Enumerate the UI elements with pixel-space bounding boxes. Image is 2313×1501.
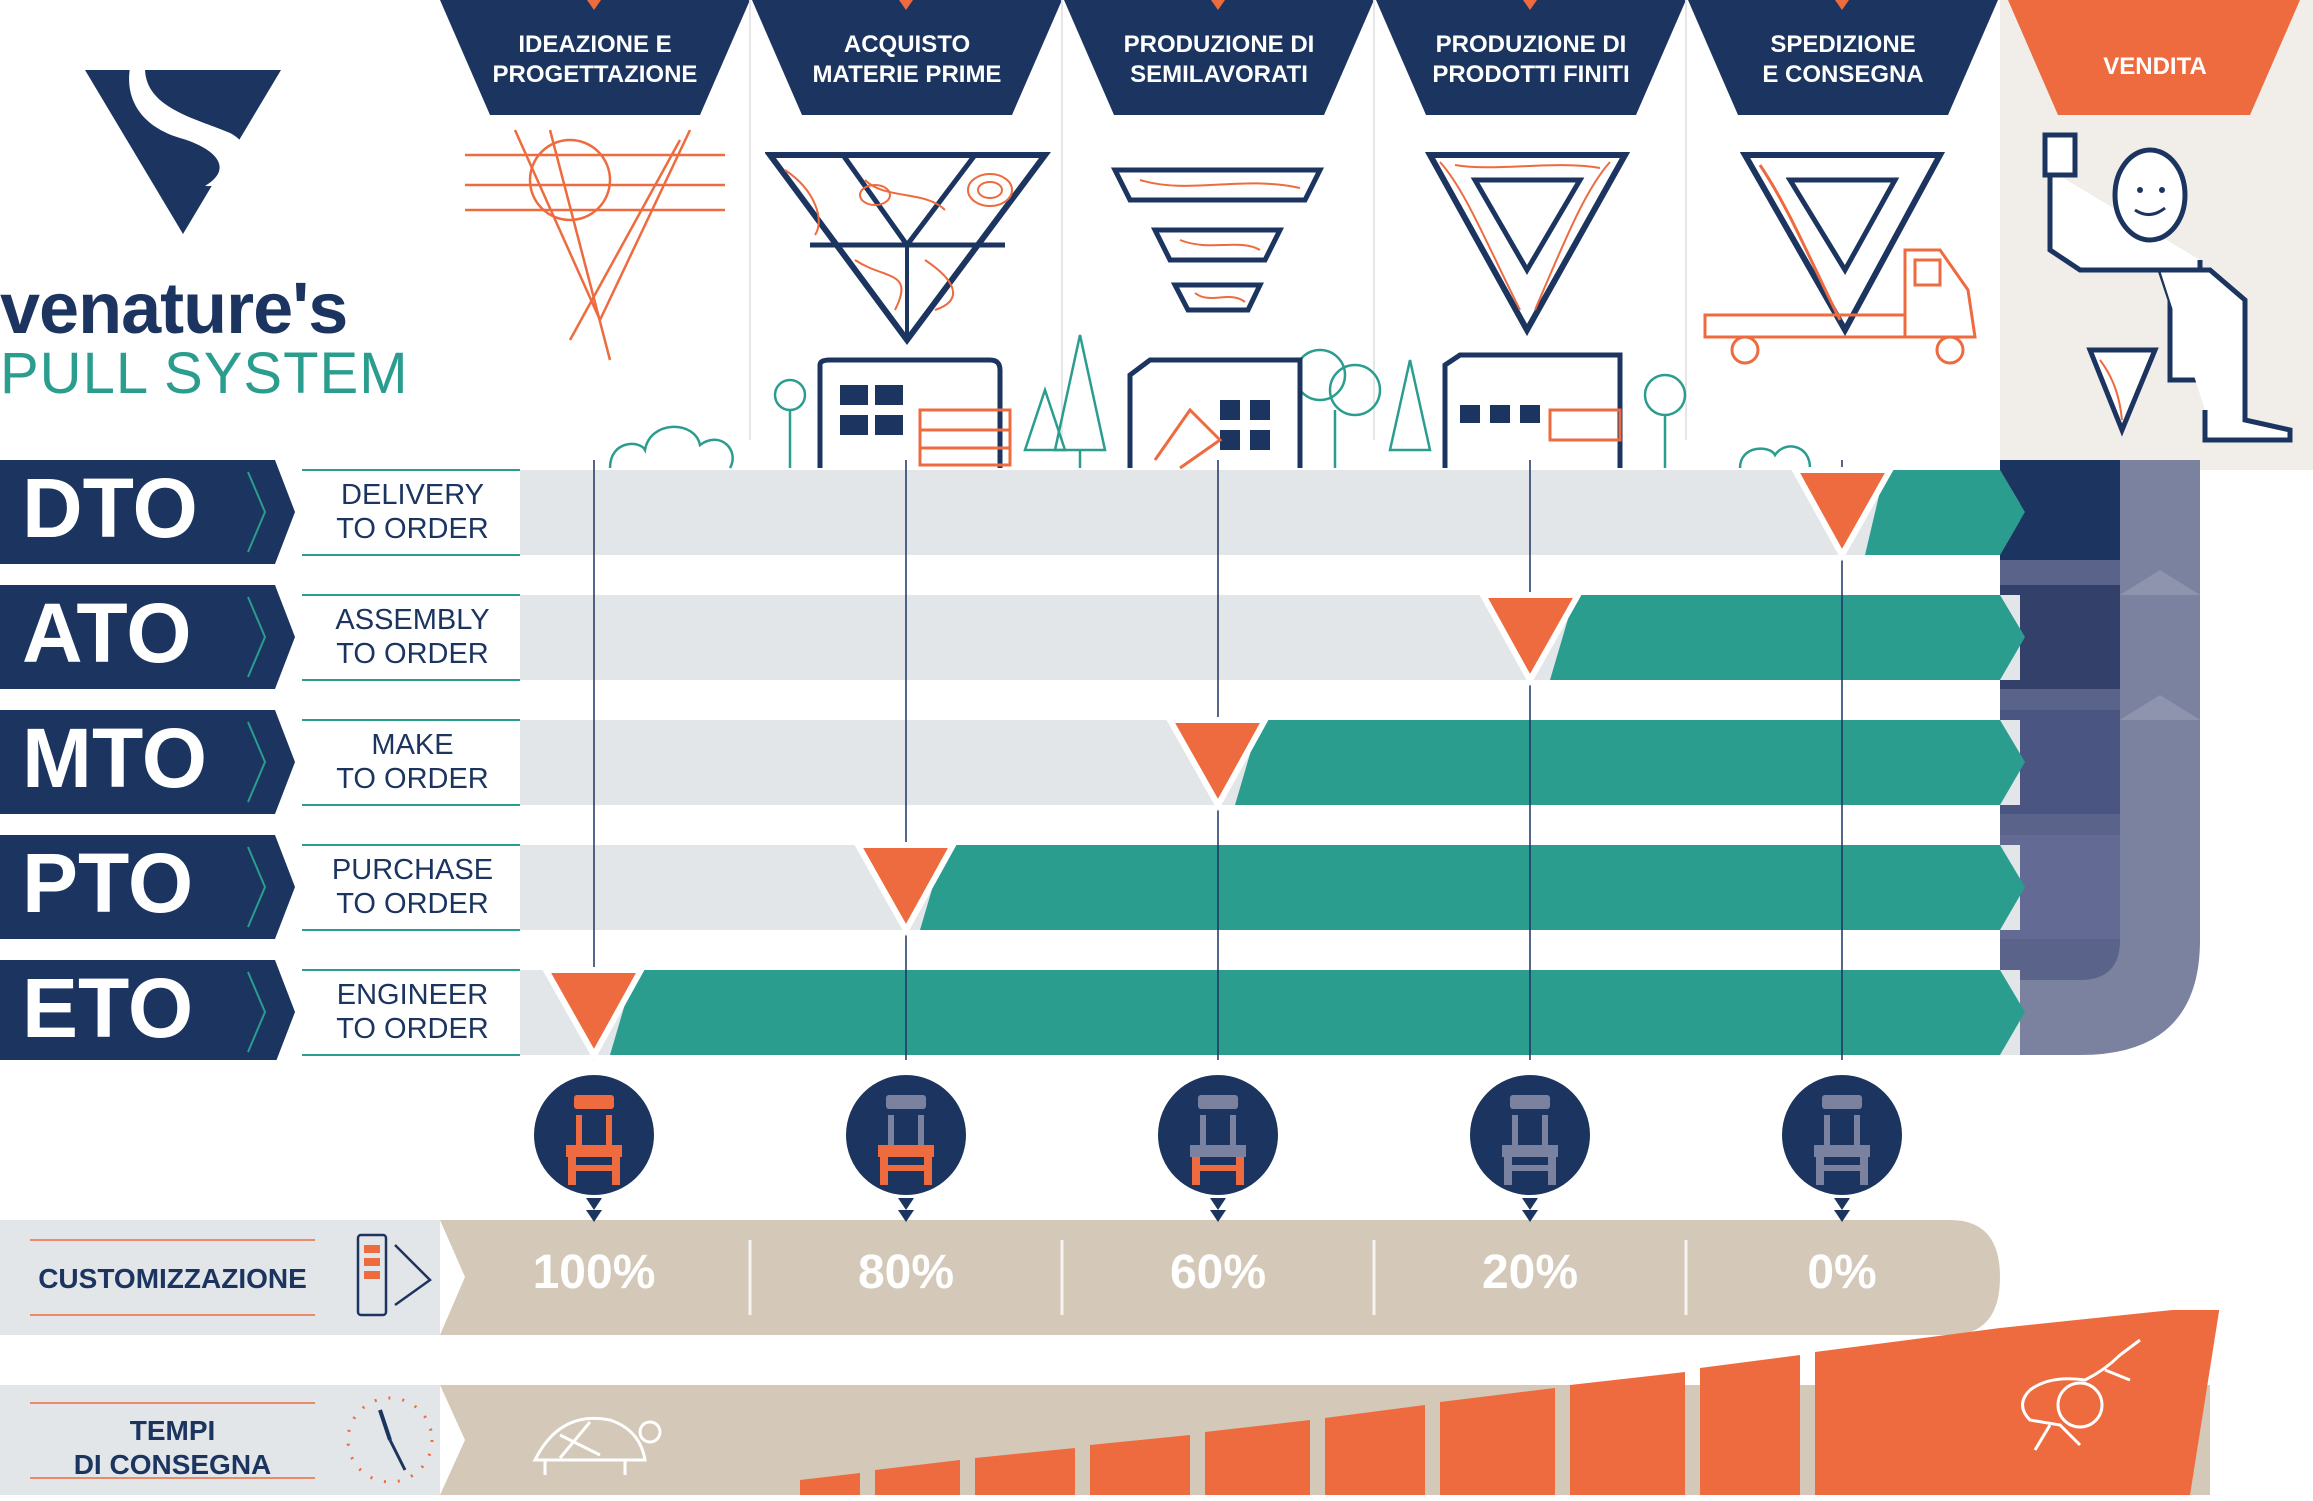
system-name-eto: ENGINEER TO ORDER [336,979,489,1045]
system-name-mto: MAKE TO ORDER [336,729,489,795]
chair-icon [1782,1075,1902,1210]
chair-icon [1158,1075,1278,1210]
customization-value: 20% [1481,1246,1579,1299]
column-separators [749,0,1687,440]
rabbit-icon [2021,1338,2141,1451]
stage-label-prodotti-finiti: PRODUZIONE DI PRODOTTI FINITI [1432,31,1630,88]
tablet-icon [356,1233,432,1317]
semi-finished-icon [1110,167,1325,313]
system-bars [302,460,2200,1060]
venatures-logo-icon [85,68,281,234]
raw-materials-icon [765,152,1051,346]
turtle-icon [532,1416,662,1475]
chair-icons [534,1075,1902,1210]
brand-name: venature's [0,269,348,349]
customization-value: 80% [857,1246,955,1299]
stage-label-acquisto: ACQUISTO MATERIE PRIME [812,31,1002,88]
system-code-badges [0,460,295,1060]
truck-icon [1703,152,1977,365]
customization-value: 0% [1807,1246,1877,1299]
system-name-ato: ASSEMBLY TO ORDER [335,604,490,670]
tree-icon [608,334,1812,469]
stage-label-semilavorati: PRODUZIONE DI SEMILAVORATI [1123,31,1315,88]
customization-label: CUSTOMIZZAZIONE [38,1263,307,1294]
customization-bar [0,1210,2000,1335]
chair-icon [534,1075,654,1210]
stage-banners [440,0,2300,115]
system-code-mto: MTO [22,711,208,805]
system-name-pto: PURCHASE TO ORDER [331,854,494,920]
delivery-times-bar [0,1310,2220,1495]
skyline [608,334,1812,470]
chair-icon [1470,1075,1590,1210]
stage-label-spedizione: SPEDIZIONE E CONSEGNA [1762,31,1924,88]
system-name-dto: DELIVERY TO ORDER [336,479,489,545]
delivery-times-label: TEMPI DI CONSEGNA [73,1415,272,1480]
stage-label-vendita: VENDITA [2103,53,2207,80]
system-code-ato: ATO [22,586,192,680]
design-sketch-icon [465,129,725,361]
system-code-dto: DTO [22,461,198,555]
system-code-pto: PTO [22,836,194,930]
customization-value: 60% [1169,1246,1267,1299]
stage-label-ideazione: IDEAZIONE E PROGETTAZIONE [492,31,698,88]
system-code-eto: ETO [22,961,194,1055]
clock-icon [346,1396,434,1484]
brand-subtitle: PULL SYSTEM [0,341,409,406]
customization-value: 100% [532,1246,656,1299]
finished-product-icon [1425,152,1631,337]
chair-icon [846,1075,966,1210]
customer-thumbs-up-icon [2042,132,2293,443]
